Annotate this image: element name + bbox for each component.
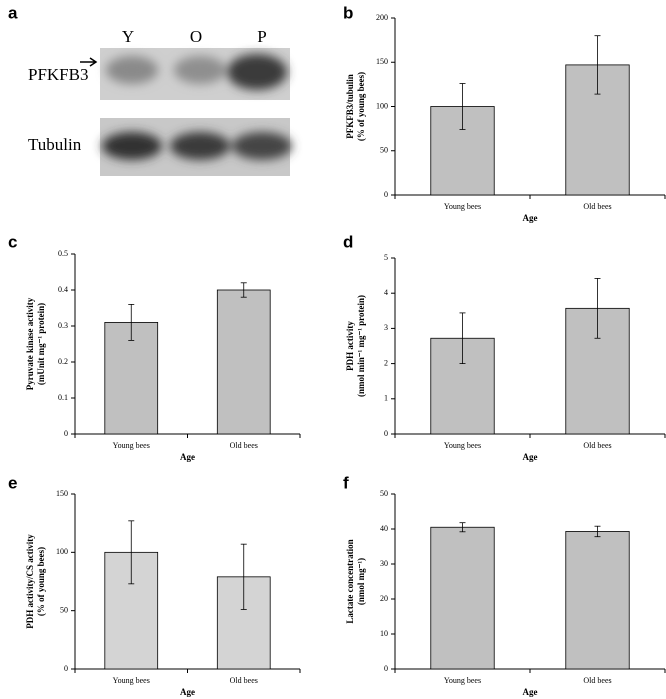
x-tick-label: Old bees bbox=[230, 676, 258, 685]
bar bbox=[104, 321, 159, 435]
error-bar bbox=[459, 522, 466, 533]
x-axis-label: Age bbox=[180, 452, 195, 462]
y-tick-label: 1 bbox=[384, 394, 388, 403]
y-tick-label: 100 bbox=[56, 547, 68, 556]
y-axis-label: (nmol min⁻¹ mg⁻¹ protein) bbox=[356, 295, 366, 397]
error-bar bbox=[459, 83, 466, 130]
y-tick-label: 4 bbox=[384, 288, 388, 297]
y-tick-label: 0.1 bbox=[58, 393, 68, 402]
error-bar bbox=[594, 525, 601, 538]
y-axis-label: PFKFB3/tubulin bbox=[345, 74, 355, 139]
y-tick-label: 0 bbox=[384, 429, 388, 438]
y-tick-label: 0 bbox=[384, 190, 388, 199]
y-tick-label: 150 bbox=[376, 57, 388, 66]
error-bar bbox=[128, 303, 135, 341]
y-tick-label: 0 bbox=[384, 664, 388, 673]
x-axis-label: Age bbox=[523, 687, 538, 697]
y-tick-label: 0.5 bbox=[58, 249, 68, 258]
y-tick-label: 200 bbox=[376, 13, 388, 22]
panel-label: c bbox=[8, 232, 17, 251]
x-tick-label: Old bees bbox=[583, 441, 611, 450]
y-tick-label: 0.2 bbox=[58, 357, 68, 366]
panel-label: e bbox=[8, 473, 17, 492]
y-tick-label: 50 bbox=[380, 146, 388, 155]
blot-panel: a Y O P PFKFB3 Tubulin bbox=[8, 3, 292, 176]
x-tick-label: Young bees bbox=[113, 441, 150, 450]
y-tick-label: 2 bbox=[384, 358, 388, 367]
arrow bbox=[80, 57, 98, 67]
y-tick-label: 0.3 bbox=[58, 321, 68, 330]
error-bar bbox=[128, 520, 135, 585]
y-axis-label: (% of young bees) bbox=[36, 547, 46, 616]
y-axis-label: PDH activity bbox=[345, 321, 355, 371]
error-bar bbox=[594, 278, 601, 339]
panel-label: d bbox=[343, 232, 353, 251]
panel-label: f bbox=[343, 473, 349, 492]
x-tick-label: Young bees bbox=[444, 202, 481, 211]
panel-label: b bbox=[343, 3, 353, 22]
bar bbox=[216, 289, 271, 435]
y-tick-label: 100 bbox=[376, 101, 388, 110]
row-label: PFKFB3 bbox=[28, 65, 88, 84]
lane-label: O bbox=[190, 27, 202, 46]
blot-bands bbox=[102, 54, 292, 160]
x-axis-label: Age bbox=[523, 213, 538, 223]
error-bar bbox=[240, 282, 247, 298]
x-tick-label: Old bees bbox=[583, 676, 611, 685]
lane-label: P bbox=[257, 27, 266, 46]
y-axis-label: (% of young bees) bbox=[356, 72, 366, 141]
bar bbox=[565, 531, 630, 670]
y-tick-label: 5 bbox=[384, 253, 388, 262]
x-axis-label: Age bbox=[523, 452, 538, 462]
y-axis-label: Pyruvate kinase activity bbox=[25, 297, 35, 390]
y-axis-label: (mUnit mg⁻¹ protein) bbox=[36, 303, 46, 385]
y-tick-label: 10 bbox=[380, 629, 388, 638]
y-tick-label: 40 bbox=[380, 524, 388, 533]
y-tick-label: 0 bbox=[64, 664, 68, 673]
y-tick-label: 50 bbox=[60, 605, 68, 614]
x-tick-label: Old bees bbox=[230, 441, 258, 450]
error-bar bbox=[459, 312, 466, 365]
y-tick-label: 20 bbox=[380, 594, 388, 603]
bar bbox=[430, 526, 495, 670]
y-axis-label: Lactate concentration bbox=[345, 539, 355, 623]
error-bar bbox=[594, 35, 601, 95]
y-axis-label: (nmol mg⁻¹) bbox=[356, 558, 366, 605]
row-label: Tubulin bbox=[28, 135, 82, 154]
x-tick-label: Young bees bbox=[444, 441, 481, 450]
y-axis-label: PDH activity/CS activity bbox=[25, 534, 35, 629]
x-axis-label: Age bbox=[180, 687, 195, 697]
panel-label: a bbox=[8, 3, 18, 22]
x-tick-label: Old bees bbox=[583, 202, 611, 211]
lane-label: Y bbox=[122, 27, 134, 46]
error-bar bbox=[240, 543, 247, 610]
y-tick-label: 150 bbox=[56, 489, 68, 498]
y-tick-label: 30 bbox=[380, 559, 388, 568]
y-tick-label: 3 bbox=[384, 323, 388, 332]
y-tick-label: 0 bbox=[64, 429, 68, 438]
y-tick-label: 50 bbox=[380, 489, 388, 498]
x-tick-label: Young bees bbox=[444, 676, 481, 685]
x-tick-label: Young bees bbox=[113, 676, 150, 685]
y-tick-label: 0.4 bbox=[58, 285, 68, 294]
